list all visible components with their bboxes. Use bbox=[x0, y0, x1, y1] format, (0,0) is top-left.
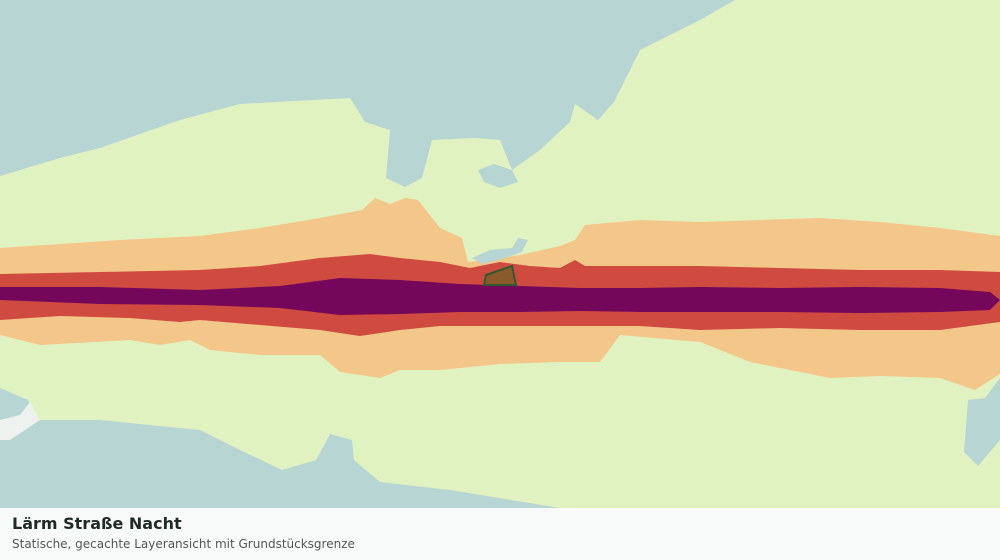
parcel-boundary bbox=[482, 264, 518, 286]
pond bbox=[472, 238, 528, 264]
footer: Lärm Straße Nacht Statische, gecachte La… bbox=[0, 508, 1000, 560]
subtitle: Statische, gecachte Layeransicht mit Gru… bbox=[12, 537, 355, 551]
map bbox=[0, 0, 1000, 508]
pond bbox=[478, 164, 518, 188]
title: Lärm Straße Nacht bbox=[12, 514, 182, 533]
land-patch bbox=[0, 402, 40, 440]
noise-zone-purple bbox=[0, 278, 1000, 315]
